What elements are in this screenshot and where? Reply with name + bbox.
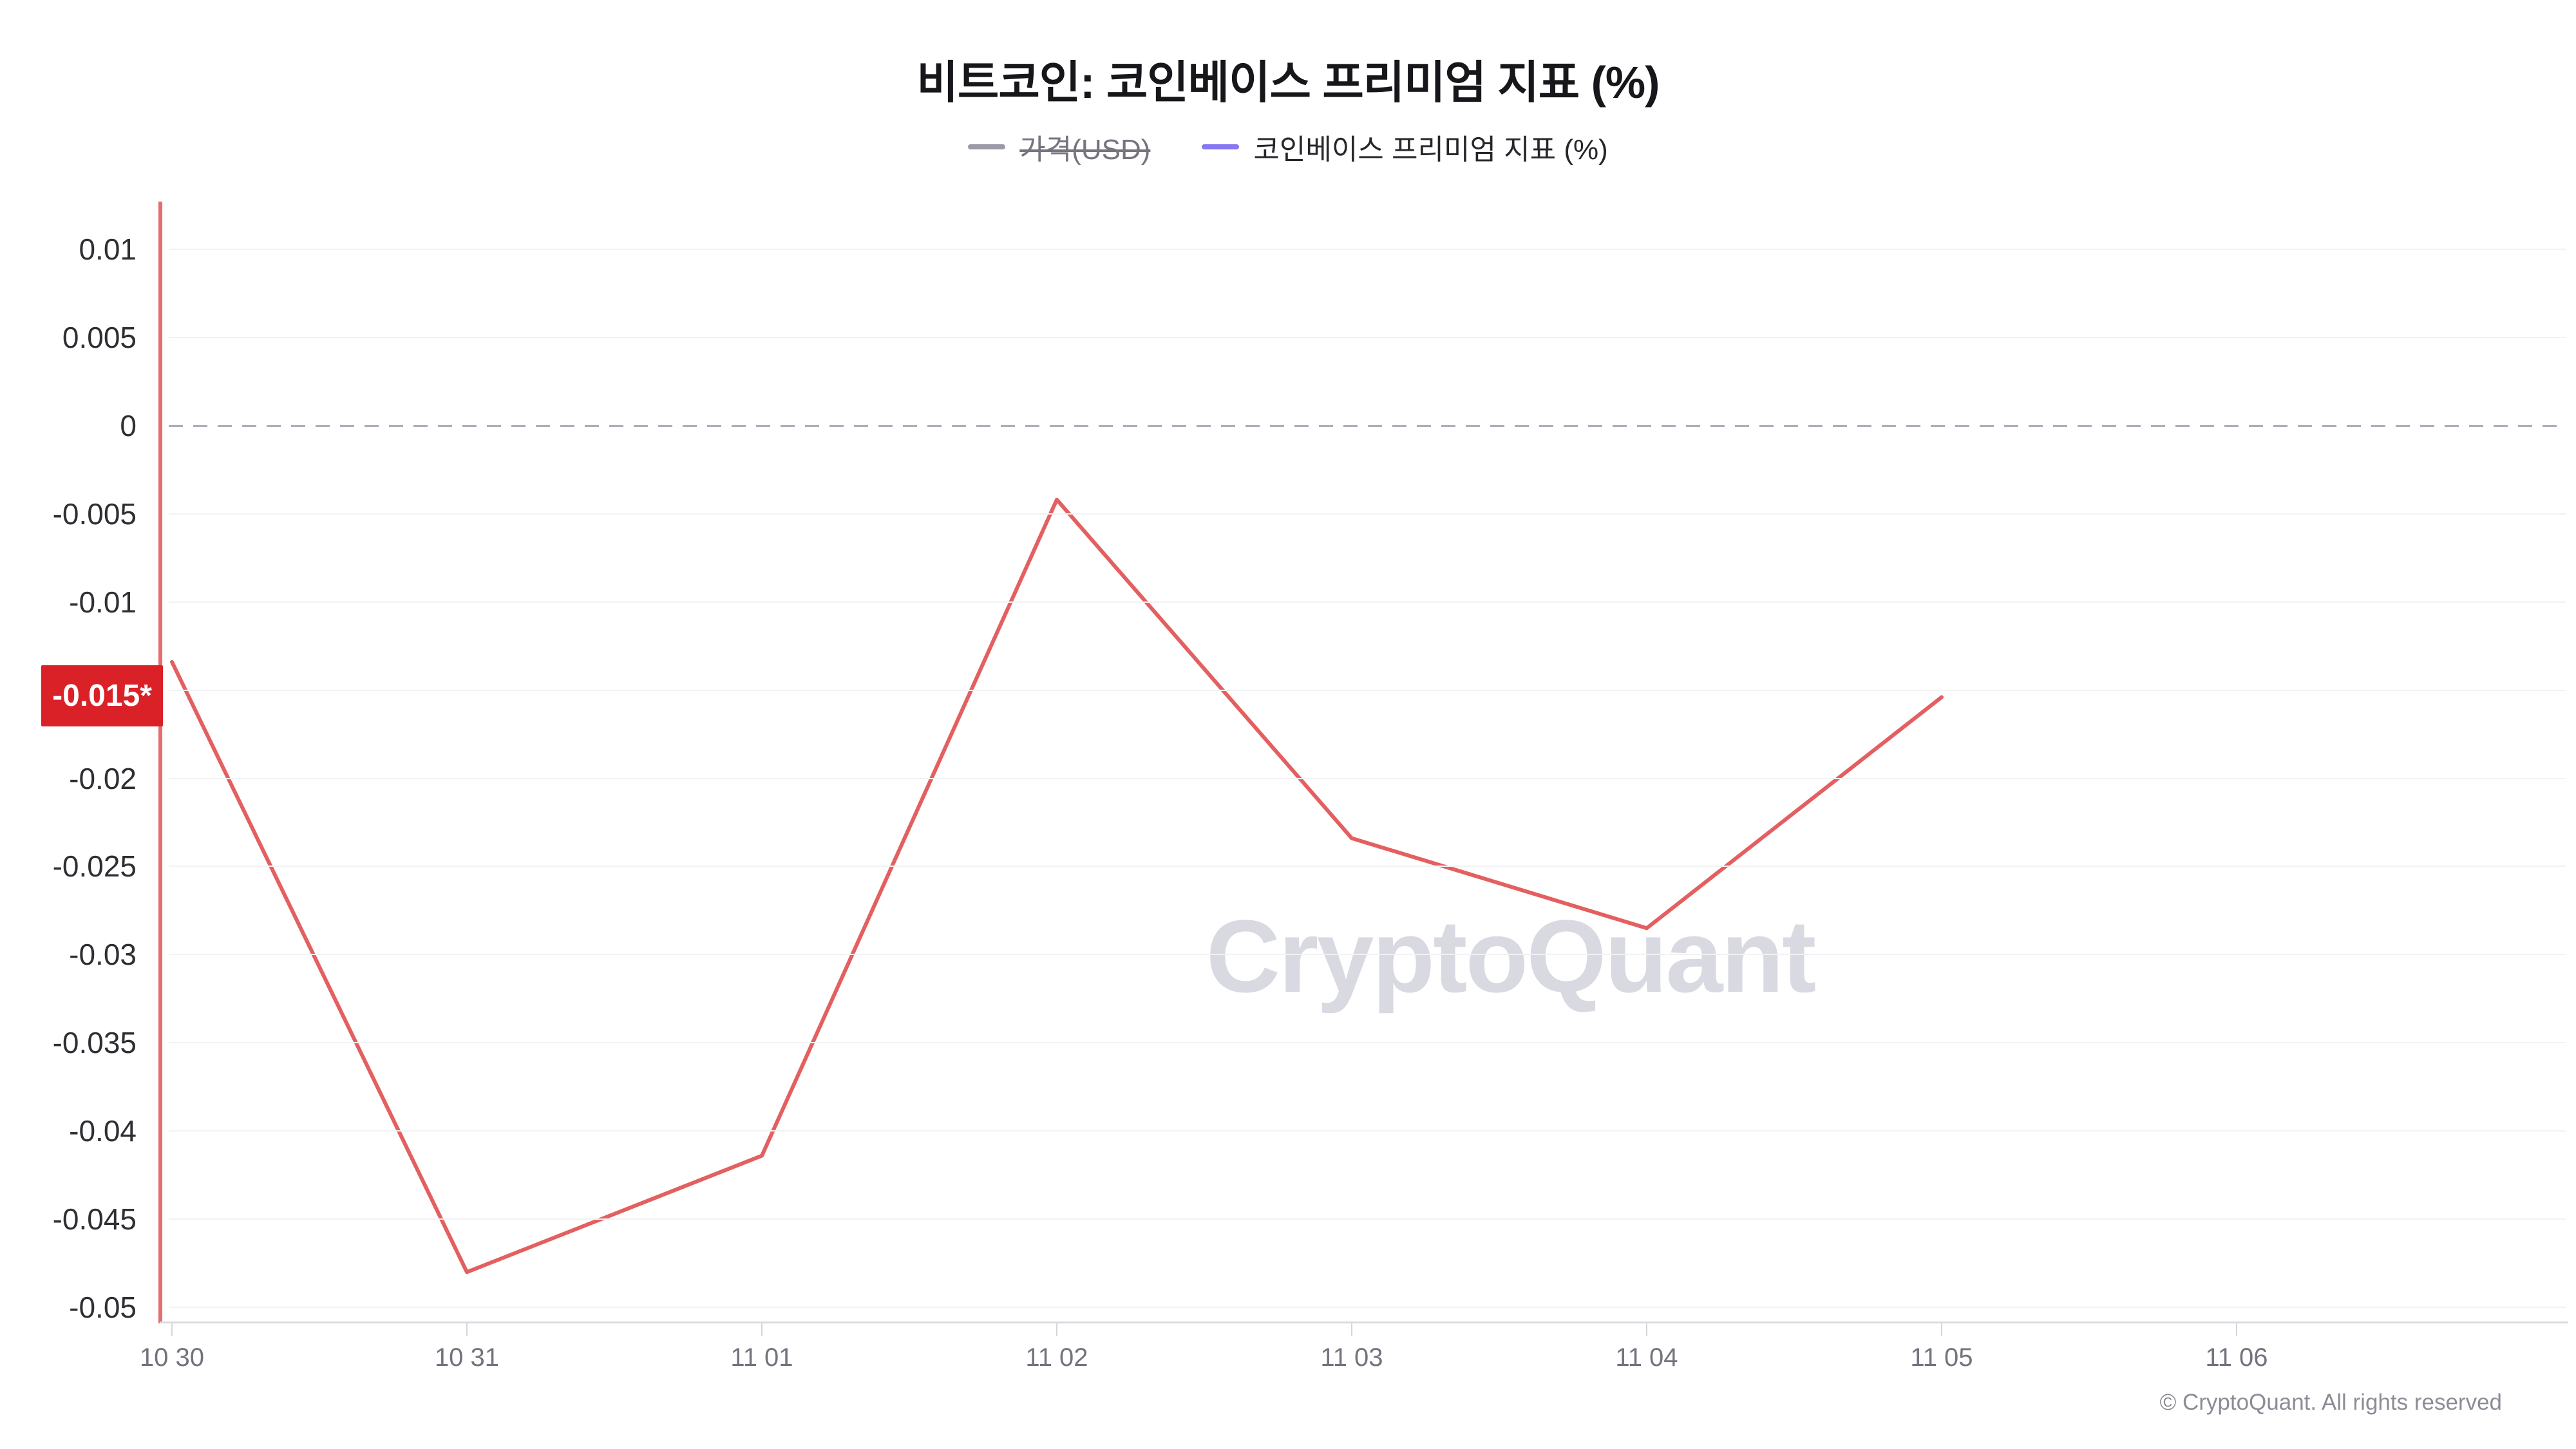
zero-dashed-gridline — [169, 425, 2566, 427]
x-axis-tick — [171, 1323, 173, 1336]
legend-item-coinbase-premium[interactable]: 코인베이스 프리미엄 지표 (%) — [1202, 126, 1608, 167]
x-axis-tick — [761, 1323, 762, 1336]
gridline — [169, 1307, 2566, 1308]
y-axis-tick-label: -0.01 — [69, 585, 137, 619]
y-axis-tick-label: -0.04 — [69, 1114, 137, 1148]
y-axis-tick-label: -0.005 — [52, 497, 137, 531]
x-axis-tick — [1351, 1323, 1352, 1336]
y-axis-tick-label: -0.035 — [52, 1026, 137, 1059]
x-axis-tick — [1646, 1323, 1647, 1336]
x-axis-tick — [466, 1323, 468, 1336]
gridline — [169, 1218, 2566, 1220]
x-axis-tick-label: 11 04 — [1615, 1343, 1678, 1372]
copyright-text: © CryptoQuant. All rights reserved — [2159, 1390, 2502, 1415]
gridline — [169, 778, 2566, 779]
x-axis-tick-label: 11 06 — [2205, 1343, 2268, 1372]
x-axis-tick-label: 10 31 — [434, 1343, 500, 1372]
page-title: 비트코인: 코인베이스 프리미엄 지표 (%) — [916, 57, 1660, 108]
x-axis-tick-label: 11 05 — [1910, 1343, 1973, 1372]
legend-label: 코인베이스 프리미엄 지표 (%) — [1253, 134, 1608, 166]
gridline — [169, 513, 2566, 515]
gridline — [169, 866, 2566, 867]
x-axis-tick-label: 11 03 — [1320, 1343, 1383, 1372]
gridline — [169, 337, 2566, 338]
x-axis-tick-label: 10 30 — [139, 1343, 205, 1372]
y-axis-tick-label: 0.01 — [79, 232, 137, 266]
premium-line-series — [170, 497, 1944, 1274]
legend-label: 가격(USD) — [1019, 134, 1151, 166]
y-axis-line — [158, 202, 162, 1323]
y-axis-tick-label: -0.03 — [69, 938, 137, 971]
price-series-marker-icon — [968, 144, 1006, 149]
gridline — [169, 601, 2566, 603]
plot-area[interactable]: CryptoQuant — [160, 202, 2566, 1321]
x-axis-tick — [1941, 1323, 1942, 1336]
line-series-path — [170, 497, 1944, 1274]
y-axis-tick-label: 0 — [120, 409, 137, 442]
gridline — [169, 249, 2566, 250]
chart-legend: 가격(USD) 코인베이스 프리미엄 지표 (%) — [0, 126, 2576, 167]
gridline — [169, 1130, 2566, 1132]
x-axis-tick-label: 11 02 — [1025, 1343, 1088, 1372]
y-axis-tick-label: -0.045 — [52, 1202, 137, 1236]
premium-series-marker-icon — [1202, 144, 1240, 149]
x-axis-tick — [2236, 1323, 2237, 1336]
legend-item-price-usd[interactable]: 가격(USD) — [968, 126, 1150, 167]
y-axis-tick-label: -0.05 — [69, 1291, 137, 1324]
gridline — [169, 1042, 2566, 1043]
gridline — [169, 690, 2566, 691]
x-axis-tick-label: 11 01 — [730, 1343, 793, 1372]
cryptoquant-watermark: CryptoQuant — [1206, 898, 1817, 1014]
y-axis-tick-label: -0.02 — [69, 762, 137, 795]
y-axis-tick-label: -0.025 — [52, 849, 137, 883]
x-axis-tick — [1056, 1323, 1057, 1336]
y-axis-tick-label: 0.005 — [62, 321, 137, 354]
gridline — [169, 954, 2566, 955]
current-value-badge: -0.015* — [41, 665, 163, 726]
x-axis-line — [160, 1321, 2568, 1323]
